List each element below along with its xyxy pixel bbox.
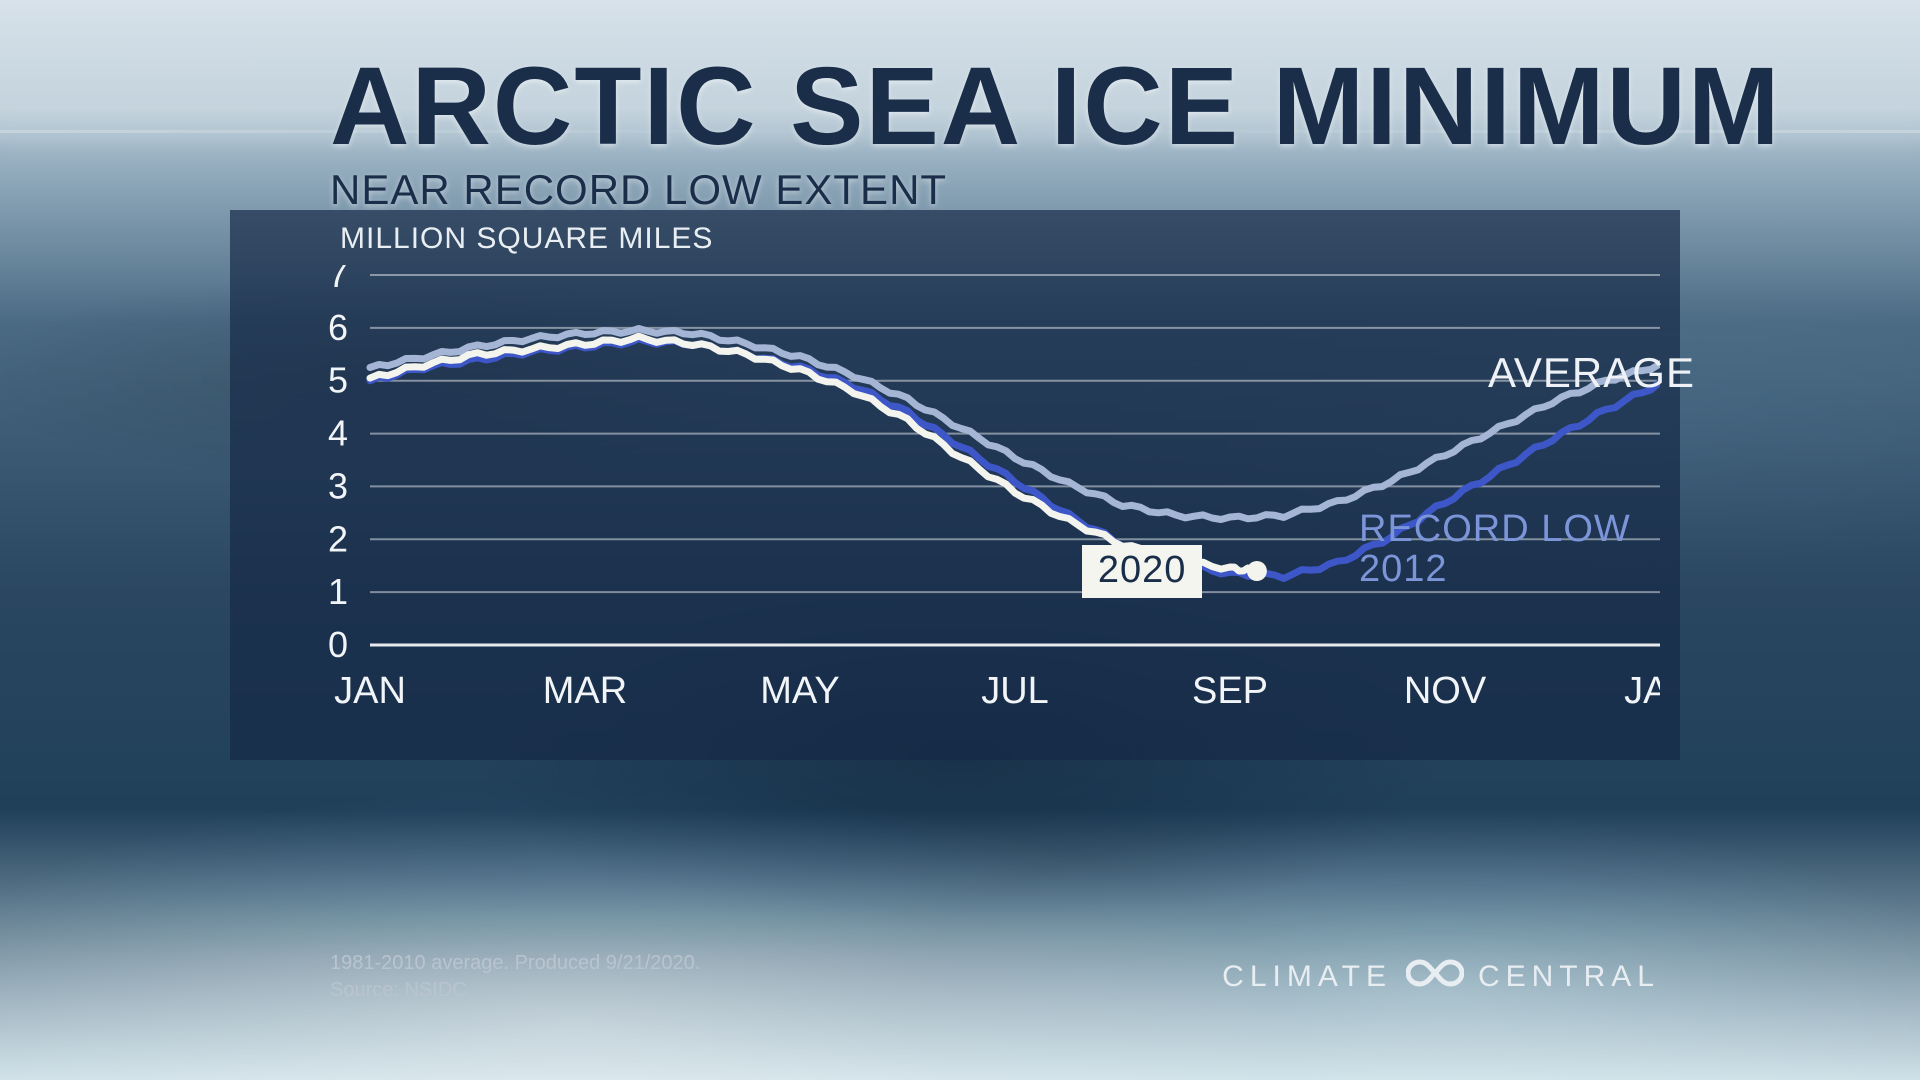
x-tick-label: NOV bbox=[1404, 670, 1487, 712]
x-tick-label: JUL bbox=[981, 670, 1049, 712]
series-label-2012: RECORD LOW 2012 bbox=[1359, 510, 1631, 590]
x-tick-label: MAR bbox=[543, 670, 627, 712]
title-block: ARCTIC SEA ICE MINIMUM NEAR RECORD LOW E… bbox=[330, 52, 1782, 214]
series-line-2020 bbox=[370, 336, 1257, 573]
y-axis-title: MILLION SQUARE MILES bbox=[340, 222, 713, 256]
y-tick-label: 4 bbox=[328, 413, 348, 454]
series-label-2012-line1: RECORD LOW bbox=[1359, 510, 1631, 550]
title-sub: NEAR RECORD LOW EXTENT bbox=[330, 166, 1782, 214]
x-axis-labels: JAN MAR MAY JUL SEP NOV JAN bbox=[334, 670, 1660, 712]
y-tick-label: 6 bbox=[328, 307, 348, 348]
title-main: ARCTIC SEA ICE MINIMUM bbox=[330, 52, 1782, 162]
x-tick-label: JAN bbox=[334, 670, 406, 712]
brand-text-left: CLIMATE bbox=[1222, 960, 1392, 994]
x-tick-label: MAY bbox=[760, 670, 840, 712]
series-label-2020-box: 2020 bbox=[1082, 545, 1203, 598]
y-tick-label: 0 bbox=[328, 624, 348, 665]
series-label-average: AVERAGE bbox=[1488, 349, 1695, 397]
x-tick-label: JAN bbox=[1624, 670, 1660, 712]
y-tick-label: 5 bbox=[328, 360, 348, 401]
y-tick-label: 7 bbox=[328, 265, 348, 295]
y-tick-label: 3 bbox=[328, 465, 348, 506]
line-chart: 0 1 2 3 4 5 6 7 JAN MAR MAY JUL SEP NOV JAN bbox=[280, 265, 1660, 725]
series-2020-end-marker bbox=[1247, 561, 1267, 581]
footer-line2: Source: NSIDC bbox=[330, 977, 700, 1004]
y-axis-labels: 0 1 2 3 4 5 6 7 bbox=[328, 265, 348, 665]
brand-text-right: CENTRAL bbox=[1478, 960, 1660, 994]
y-tick-label: 1 bbox=[328, 571, 348, 612]
series-label-2012-line2: 2012 bbox=[1359, 550, 1631, 590]
y-tick-label: 2 bbox=[328, 518, 348, 559]
footer-line1: 1981-2010 average. Produced 9/21/2020. bbox=[330, 950, 700, 977]
infinity-icon bbox=[1406, 958, 1464, 996]
brand-logo: CLIMATE CENTRAL bbox=[1222, 958, 1660, 996]
footer-text: 1981-2010 average. Produced 9/21/2020. S… bbox=[330, 950, 700, 1004]
x-tick-label: SEP bbox=[1192, 670, 1268, 712]
